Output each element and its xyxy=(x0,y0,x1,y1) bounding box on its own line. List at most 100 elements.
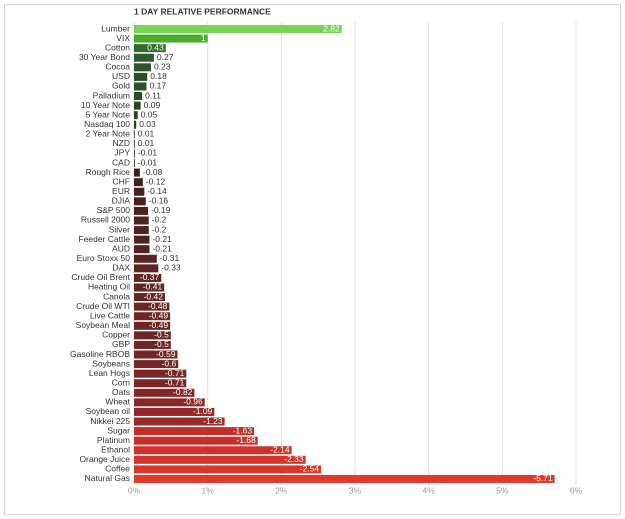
bar xyxy=(134,350,178,359)
category-label: Silver xyxy=(109,224,130,234)
bar xyxy=(134,139,135,148)
value-label: -0.21 xyxy=(152,243,172,253)
x-tick-label: 4% xyxy=(423,485,436,495)
value-label: -0.37 xyxy=(140,272,160,282)
value-label: -0.16 xyxy=(149,196,169,206)
category-label: DJIA xyxy=(112,196,131,206)
value-label: 0.03 xyxy=(139,119,156,129)
bar xyxy=(134,159,135,168)
category-label: Nasdaq 100 xyxy=(84,119,130,129)
category-label: Crude Oil WTI xyxy=(76,301,130,311)
bar xyxy=(134,178,143,187)
bar xyxy=(134,331,171,340)
category-label: AUD xyxy=(112,243,130,253)
value-label: -5.71 xyxy=(533,473,553,483)
bar xyxy=(134,369,187,378)
category-label: 30 Year Bond xyxy=(79,52,130,62)
x-tick-label: 6% xyxy=(570,485,583,495)
category-label: JPY xyxy=(114,148,130,158)
bar xyxy=(134,197,146,206)
value-label: -1.68 xyxy=(236,435,256,445)
category-label: VIX xyxy=(116,33,130,43)
category-label: Soybeans xyxy=(92,358,130,368)
category-label: 2 Year Note xyxy=(86,129,131,139)
value-label: -0.96 xyxy=(183,397,203,407)
value-label: -0.82 xyxy=(173,387,193,397)
value-label: -0.49 xyxy=(149,320,169,330)
value-label: -0.14 xyxy=(147,186,167,196)
x-tick-label: 1% xyxy=(202,485,215,495)
bar xyxy=(134,474,555,483)
category-label: Wheat xyxy=(105,397,130,407)
category-label: Orange Juice xyxy=(79,454,130,464)
bar xyxy=(134,254,157,263)
value-label: -0.19 xyxy=(151,205,171,215)
bar xyxy=(134,216,149,225)
category-label: Live Cattle xyxy=(90,310,130,320)
category-label: Copper xyxy=(102,330,130,340)
bar xyxy=(134,360,179,369)
value-label: -0.33 xyxy=(161,263,181,273)
value-label: 2.82 xyxy=(323,23,340,33)
category-label: Lean Hogs xyxy=(89,368,130,378)
bar xyxy=(134,53,154,62)
category-label: DAX xyxy=(113,263,131,273)
value-label: -0.49 xyxy=(149,310,169,320)
category-label: Natural Gas xyxy=(85,473,130,483)
value-label: -0.41 xyxy=(143,282,163,292)
category-label: Gasoline RBOB xyxy=(70,349,130,359)
value-label: -0.71 xyxy=(165,368,185,378)
category-label: Euro Stoxx 50 xyxy=(77,253,131,263)
bar xyxy=(134,293,165,302)
value-label: -0.2 xyxy=(152,215,167,225)
category-label: Canola xyxy=(103,291,130,301)
category-label: Cotton xyxy=(105,42,130,52)
category-label: CHF xyxy=(113,176,130,186)
value-label: 0.23 xyxy=(154,62,171,72)
value-label: -1.63 xyxy=(233,425,253,435)
value-label: -0.42 xyxy=(144,291,164,301)
category-label: Oats xyxy=(112,387,130,397)
value-label: -0.59 xyxy=(156,349,176,359)
bar xyxy=(134,398,205,407)
value-label: -1.09 xyxy=(193,406,213,416)
value-label: -0.5 xyxy=(154,330,169,340)
category-label: CAD xyxy=(112,157,130,167)
bar xyxy=(134,321,171,330)
bar xyxy=(134,168,140,177)
bar xyxy=(134,446,292,455)
category-label: Platinum xyxy=(97,435,130,445)
bar xyxy=(134,407,215,416)
category-label: 5 Year Note xyxy=(86,109,131,119)
value-label: -0.31 xyxy=(160,253,180,263)
chart-title: 1 DAY RELATIVE PERFORMANCE xyxy=(134,6,271,16)
value-label: 0.05 xyxy=(141,109,158,119)
value-label: -0.01 xyxy=(138,157,158,167)
value-label: -0.71 xyxy=(165,377,185,387)
category-label: Lumber xyxy=(101,23,130,33)
bar xyxy=(134,417,225,426)
bar xyxy=(134,436,258,445)
x-tick-label: 3% xyxy=(349,485,362,495)
bar xyxy=(134,312,171,321)
category-label: Soybean oil xyxy=(86,406,131,416)
category-label: Cocoa xyxy=(105,62,130,72)
bar xyxy=(134,120,137,129)
bar xyxy=(134,379,187,388)
value-label: -1.23 xyxy=(203,416,223,426)
category-label: Rough Rice xyxy=(86,167,131,177)
category-label: Ethanol xyxy=(101,445,130,455)
value-label: -0.01 xyxy=(138,148,158,158)
bar xyxy=(134,187,145,196)
category-label: Palladium xyxy=(93,90,130,100)
bar xyxy=(134,302,170,311)
category-label: Corn xyxy=(112,377,131,387)
bar xyxy=(134,101,141,110)
category-label: NZD xyxy=(113,138,130,148)
x-tick-label: 2% xyxy=(275,485,288,495)
value-label: 0.43 xyxy=(147,42,164,52)
value-label: -0.6 xyxy=(162,358,177,368)
category-label: Crude Oil Brent xyxy=(71,272,130,282)
value-label: -2.33 xyxy=(284,454,304,464)
